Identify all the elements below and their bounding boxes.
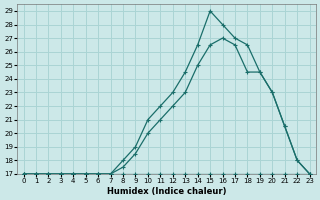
X-axis label: Humidex (Indice chaleur): Humidex (Indice chaleur) [107,187,226,196]
